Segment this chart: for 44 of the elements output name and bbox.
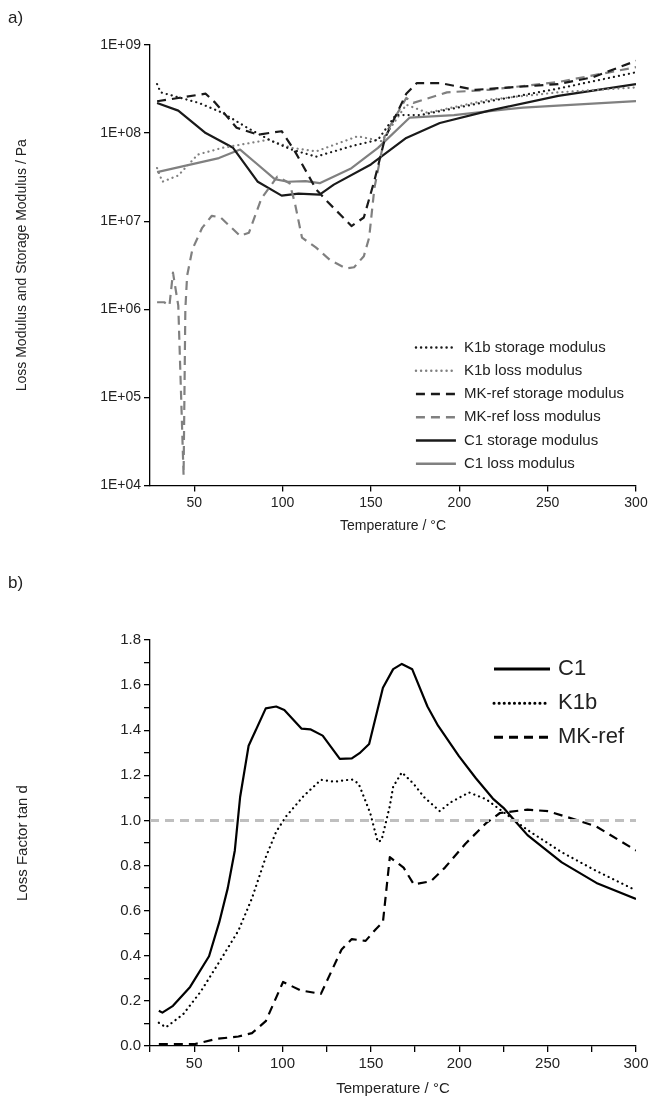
x-tick-label: 250 <box>535 1054 561 1072</box>
legend-label: MK-ref loss modulus <box>463 407 601 425</box>
x-tick-label: 100 <box>270 1054 296 1072</box>
x-tick-label: 150 <box>358 1054 384 1072</box>
y-tick-label: 1E+08 <box>100 123 142 140</box>
y-tick-label: 1.2 <box>120 765 141 783</box>
legend-label: C1 loss modulus <box>463 453 575 471</box>
y-tick-label: 1.0 <box>120 810 141 828</box>
y-tick-label: 0.6 <box>120 900 141 918</box>
x-tick-label: 50 <box>186 493 203 510</box>
y-tick-label: 1E+04 <box>100 476 142 493</box>
x-axis-title: Temperature / °C <box>336 1079 450 1097</box>
x-tick-label: 250 <box>535 493 560 510</box>
x-tick-label: 50 <box>185 1054 203 1072</box>
line-series <box>155 66 636 477</box>
y-tick-label: 0.0 <box>120 1036 141 1054</box>
x-tick-label: 200 <box>447 493 472 510</box>
legend-label: K1b loss modulus <box>463 360 583 378</box>
x-tick-label: 300 <box>624 493 648 510</box>
x-tick-label: 100 <box>270 493 295 510</box>
y-tick-label: 1E+09 <box>100 35 142 52</box>
y-tick-label: 0.2 <box>120 991 141 1009</box>
y-tick-label: 1.4 <box>120 720 141 738</box>
x-tick-label: 200 <box>446 1054 472 1072</box>
y-tick-label: 0.4 <box>120 945 141 963</box>
legend-label: C1 <box>558 655 587 681</box>
legend-label: K1b storage modulus <box>463 337 606 355</box>
y-tick-label: 1E+07 <box>100 212 142 229</box>
x-tick-label: 300 <box>623 1054 649 1072</box>
legend-label: MK-ref storage modulus <box>463 384 625 402</box>
y-axis-title: Loss Modulus and Storage Modulus / Pa <box>13 138 30 392</box>
y-tick-label: 1E+06 <box>100 300 142 317</box>
y-axis-title: Loss Factor tan d <box>13 785 31 901</box>
x-axis-title: Temperature / °C <box>340 517 446 534</box>
chart-title: a) <box>8 8 24 28</box>
legend-label: K1b <box>558 689 598 715</box>
legend-label: MK-ref <box>558 723 625 749</box>
y-tick-label: 1E+05 <box>100 388 142 405</box>
chart-title: b) <box>8 573 24 593</box>
y-tick-label: 1.8 <box>120 630 141 648</box>
y-tick-label: 0.8 <box>120 855 141 873</box>
legend-label: C1 storage modulus <box>463 430 599 448</box>
x-tick-label: 150 <box>359 493 383 510</box>
y-tick-label: 1.6 <box>120 675 141 693</box>
